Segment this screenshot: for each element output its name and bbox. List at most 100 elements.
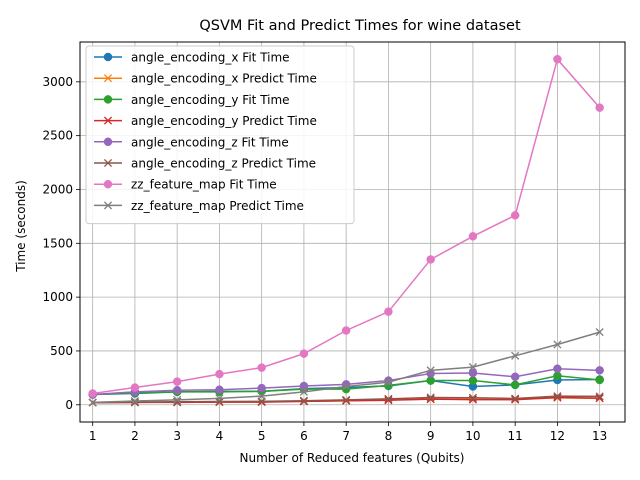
data-point bbox=[341, 326, 351, 335]
data-point bbox=[553, 340, 562, 349]
marker-stroke bbox=[384, 394, 393, 403]
marker-stroke bbox=[215, 394, 224, 403]
marker-stroke bbox=[103, 74, 113, 83]
x-tick-label: 13 bbox=[592, 429, 607, 443]
y-tick-label: 2500 bbox=[42, 129, 73, 143]
legend-label: angle_encoding_y Predict Time bbox=[131, 114, 317, 128]
data-point bbox=[510, 380, 520, 390]
marker-stroke bbox=[130, 398, 139, 407]
data-point bbox=[468, 376, 478, 385]
legend-label: angle_encoding_x Predict Time bbox=[131, 72, 317, 86]
legend-entry: angle_encoding_y Fit Time bbox=[94, 93, 290, 107]
data-point bbox=[342, 395, 351, 404]
legend-label: angle_encoding_z Predict Time bbox=[131, 157, 316, 171]
data-point bbox=[426, 366, 435, 375]
y-tick-label: 500 bbox=[50, 344, 73, 358]
data-point bbox=[595, 103, 604, 112]
marker-stroke bbox=[384, 378, 393, 387]
marker-stroke bbox=[553, 340, 562, 349]
marker-stroke bbox=[130, 396, 139, 406]
marker-stroke bbox=[299, 387, 308, 396]
marker-stroke bbox=[88, 398, 97, 407]
data-point bbox=[595, 366, 604, 375]
y-tick-label: 2000 bbox=[42, 182, 73, 196]
legend-entry: angle_encoding_y Predict Time bbox=[94, 114, 317, 128]
data-point bbox=[426, 255, 435, 264]
x-axis-label: Number of Reduced features (Qubits) bbox=[240, 451, 465, 465]
data-point bbox=[299, 381, 309, 391]
data-point bbox=[130, 398, 139, 407]
series-7 bbox=[88, 54, 604, 398]
data-point bbox=[130, 396, 139, 406]
x-tick-label: 6 bbox=[300, 429, 308, 443]
legend-marker bbox=[103, 74, 113, 83]
y-axis-label: Time (seconds) bbox=[14, 180, 28, 273]
marker-stroke bbox=[468, 393, 477, 402]
marker-stroke bbox=[426, 366, 435, 375]
x-tick-label: 8 bbox=[385, 429, 393, 443]
data-point bbox=[468, 368, 478, 378]
marker-stroke bbox=[426, 393, 435, 402]
data-point bbox=[468, 363, 477, 372]
plot-area-frame bbox=[79, 41, 626, 423]
legend-entry: angle_encoding_z Predict Time bbox=[94, 157, 316, 171]
data-point bbox=[257, 383, 266, 393]
data-point bbox=[299, 349, 309, 358]
marker-stroke bbox=[384, 396, 393, 405]
legend-label: zz_feature_map Fit Time bbox=[131, 178, 277, 192]
data-point bbox=[426, 393, 435, 402]
marker-stroke bbox=[342, 382, 351, 391]
marker-stroke bbox=[511, 351, 520, 360]
legend-marker bbox=[103, 179, 113, 189]
marker-stroke bbox=[257, 392, 266, 401]
legend-entry: angle_encoding_x Fit Time bbox=[94, 51, 290, 65]
chart-title: QSVM Fit and Predict Times for wine data… bbox=[199, 18, 521, 34]
legend-box bbox=[85, 45, 355, 225]
data-point bbox=[595, 375, 604, 385]
y-tick-label: 1500 bbox=[42, 236, 73, 250]
marker-stroke bbox=[595, 328, 604, 337]
x-tick-label: 12 bbox=[550, 429, 565, 443]
data-point bbox=[384, 396, 393, 405]
axis-ticks: 1 2 3 4 5 6 7 8 9 10 11 12 1305001000150020002500300… bbox=[42, 75, 607, 443]
x-tick-label: 3 bbox=[173, 429, 181, 443]
legend-marker bbox=[103, 201, 113, 210]
data-point bbox=[257, 363, 266, 372]
data-point bbox=[553, 393, 562, 402]
x-tick-label: 2 bbox=[131, 429, 139, 443]
x-tick-label: 10 bbox=[465, 429, 480, 443]
data-point bbox=[173, 395, 182, 404]
marker-stroke bbox=[103, 201, 113, 210]
legend-entry: angle_encoding_x Predict Time bbox=[94, 72, 317, 86]
marker-stroke bbox=[595, 392, 604, 401]
x-tick-label: 7 bbox=[342, 429, 350, 443]
marker-stroke bbox=[553, 392, 562, 401]
legend-label: angle_encoding_z Fit Time bbox=[131, 135, 289, 149]
x-tick-label: 4 bbox=[216, 429, 224, 443]
marker-stroke bbox=[595, 394, 604, 403]
legend-label: angle_encoding_y Fit Time bbox=[131, 93, 290, 107]
data-point bbox=[88, 398, 97, 407]
data-point bbox=[384, 307, 393, 316]
data-point bbox=[468, 393, 477, 402]
data-point bbox=[88, 389, 97, 398]
data-point bbox=[510, 211, 520, 220]
x-tick-label: 1 bbox=[89, 429, 97, 443]
data-point bbox=[595, 328, 604, 337]
series-8 bbox=[88, 328, 604, 407]
data-point bbox=[384, 394, 393, 403]
data-point bbox=[257, 392, 266, 401]
data-point bbox=[468, 232, 478, 241]
data-point bbox=[553, 364, 562, 373]
legend-label: zz_feature_map Predict Time bbox=[131, 199, 304, 213]
data-point bbox=[510, 372, 520, 382]
legend-marker bbox=[103, 116, 113, 125]
y-tick-label: 3000 bbox=[42, 75, 73, 89]
legend-entry: angle_encoding_z Fit Time bbox=[94, 135, 289, 149]
legend: angle_encoding_x Fit Time angle_encoding_… bbox=[85, 45, 355, 225]
marker-stroke bbox=[468, 363, 477, 372]
data-point bbox=[342, 382, 351, 391]
data-point bbox=[299, 387, 308, 396]
marker-stroke bbox=[215, 397, 224, 406]
